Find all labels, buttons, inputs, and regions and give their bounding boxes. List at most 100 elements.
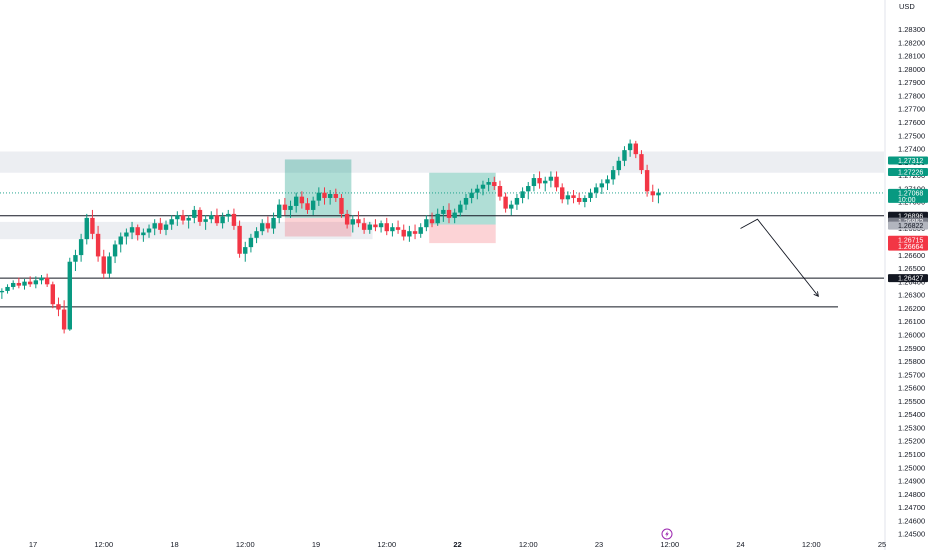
candle-body [158, 223, 163, 230]
price-tick-label: 1.27600 [898, 118, 925, 127]
projection-arrowhead [813, 291, 819, 297]
price-tick-label: 1.26500 [898, 264, 925, 273]
candle-body [90, 217, 95, 234]
candle-body [95, 233, 101, 257]
price-tick-label: 1.27800 [898, 91, 925, 100]
price-tick-label: 1.24700 [898, 503, 925, 512]
candle-body [633, 143, 638, 155]
candle-body [209, 215, 214, 220]
candle-body [361, 223, 367, 230]
candle-body [520, 191, 525, 198]
price-badge-label: 1.26896 [898, 213, 923, 220]
candle-body [214, 215, 220, 224]
candle-body [22, 281, 27, 286]
candle-body [514, 197, 520, 205]
candle-body [107, 256, 112, 274]
candle-body [203, 219, 208, 222]
candle-body [492, 182, 497, 187]
candle-body [260, 223, 265, 232]
candle-body [61, 309, 67, 330]
price-badge: 1.26822 [888, 221, 928, 230]
candle-body [299, 196, 305, 204]
candle-body [0, 290, 5, 293]
candle-body [531, 178, 537, 187]
candle-body [548, 176, 554, 181]
candle-body [412, 231, 418, 234]
candle-body [129, 227, 135, 233]
time-tick-label: 25 [878, 540, 886, 549]
candle-body [503, 196, 508, 209]
candle-body [395, 227, 401, 230]
candle-body [118, 236, 123, 245]
price-badge: 1.26664 [888, 242, 928, 251]
price-tick-label: 1.25800 [898, 357, 925, 366]
candle-body [599, 183, 605, 188]
candle-body [243, 247, 248, 254]
candle-body [509, 204, 514, 209]
candle-body [571, 195, 576, 198]
candle-body [248, 237, 254, 248]
candle-body [73, 255, 78, 262]
candle-body [10, 282, 16, 287]
candle-body [588, 192, 593, 198]
candle-body [486, 182, 491, 185]
candle-body [50, 284, 56, 305]
candle-body [463, 197, 469, 205]
candle-body [543, 180, 548, 184]
price-tick-label: 1.25100 [898, 450, 925, 459]
price-tick-label: 1.27400 [898, 145, 925, 154]
candle-body [169, 219, 174, 225]
price-badge-bg [888, 221, 928, 230]
candle-body [526, 186, 531, 192]
price-badge-bg [888, 167, 928, 176]
supply-demand-zone [0, 151, 884, 173]
time-axis[interactable]: 17 12:00 18 12:00 19 12:00 22 12:00 23 12:00 24 12:… [29, 540, 886, 549]
candle-body [560, 187, 565, 200]
candle-body [497, 186, 503, 197]
candle-body [180, 215, 186, 221]
price-badge-label: 1.26822 [898, 223, 923, 230]
price-tick-label: 1.24800 [898, 490, 925, 499]
candle-body [458, 204, 463, 213]
candle-body [441, 209, 446, 214]
price-tick-label: 1.26600 [898, 251, 925, 260]
candle-body [622, 150, 627, 161]
price-tick-label: 1.27700 [898, 105, 925, 114]
price-tick-label: 1.25200 [898, 437, 925, 446]
candle-body [537, 178, 542, 184]
candle-body [452, 212, 457, 218]
candle-body [554, 176, 559, 188]
position-stop-zone [284, 217, 352, 237]
price-badge: 1.27226 [888, 167, 928, 176]
price-badge-label: 1.26427 [898, 276, 923, 283]
price-badges: 1.273121.272261.2706810:001.268961.26852… [888, 156, 928, 283]
price-tick-label: 1.26100 [898, 317, 925, 326]
candle-body [141, 232, 146, 236]
time-tick-label: 19 [312, 540, 320, 549]
price-levels-layer [0, 192, 884, 308]
price-tick-label: 1.28300 [898, 25, 925, 34]
price-tick-label: 1.25300 [898, 423, 925, 432]
candle-body [282, 204, 288, 210]
candle-body [16, 282, 22, 286]
lightning-icon[interactable] [661, 528, 673, 540]
candle-body [316, 192, 322, 201]
currency-label: USD [899, 2, 915, 11]
price-badge-bg [888, 156, 928, 165]
candle-body [67, 261, 72, 330]
price-badge-bg [888, 188, 928, 203]
candle-body [339, 197, 344, 214]
price-tick-label: 1.28200 [898, 38, 925, 47]
candle-body [175, 215, 180, 220]
candle-body [163, 224, 169, 230]
candle-body [5, 286, 10, 291]
projection-drawing [740, 218, 819, 297]
price-badge: 1.27312 [888, 156, 928, 165]
candle-body [367, 224, 372, 230]
price-tick-label: 1.24600 [898, 516, 925, 525]
candle-body [237, 225, 242, 254]
time-tick-label: 12:00 [236, 540, 255, 549]
candle-body [231, 213, 237, 226]
candle-body [56, 304, 61, 310]
